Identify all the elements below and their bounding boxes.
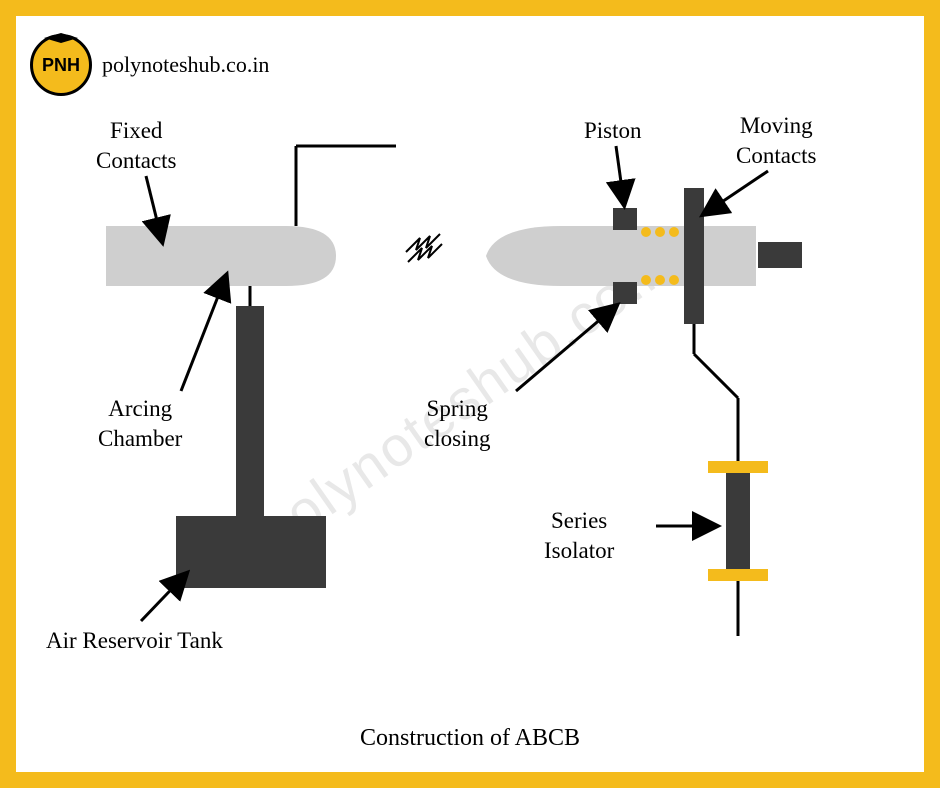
arrow-arcing-chamber [181, 276, 226, 391]
label-text: Springclosing [424, 396, 490, 451]
pedestal-base [176, 516, 326, 588]
arrow-moving-contacts [704, 171, 768, 214]
isolator-plate-top [708, 461, 768, 473]
moving-contact-shape [486, 226, 756, 286]
arrow-piston [616, 146, 624, 204]
label-spring-closing: Springclosing [424, 394, 490, 454]
label-text: SeriesIsolator [544, 508, 614, 563]
label-text: FixedContacts [96, 118, 177, 173]
label-fixed-contacts: FixedContacts [96, 116, 177, 176]
pedestal-stem [236, 306, 264, 516]
diagram-caption: Construction of ABCB [16, 725, 924, 752]
label-moving-contacts: MovingContacts [736, 111, 817, 171]
arrow-air-reservoir [141, 574, 186, 621]
spring-dot [669, 227, 679, 237]
label-series-isolator: SeriesIsolator [544, 506, 614, 566]
piston-bottom [613, 282, 637, 304]
piston-top [613, 208, 637, 230]
label-air-reservoir: Air Reservoir Tank [46, 626, 223, 656]
end-stub [758, 242, 802, 268]
label-text: ArcingChamber [98, 396, 182, 451]
spring-dot [655, 275, 665, 285]
spring-dot [655, 227, 665, 237]
moving-plate [684, 188, 704, 324]
isolator-plate-bottom [708, 569, 768, 581]
arc-spark-icon [406, 234, 442, 262]
label-arcing-chamber: ArcingChamber [98, 394, 182, 454]
isolator-stem [726, 461, 750, 581]
label-text: Air Reservoir Tank [46, 628, 223, 653]
spring-dot [669, 275, 679, 285]
label-text: MovingContacts [736, 113, 817, 168]
label-text: Piston [584, 118, 642, 143]
spring-dot [641, 227, 651, 237]
arrow-spring-closing [516, 306, 616, 391]
label-piston: Piston [584, 116, 642, 146]
right-wire-2 [694, 354, 738, 398]
diagram-frame: polynoteshub.co.in PNH polynoteshub.co.i… [0, 0, 940, 788]
fixed-contact-shape [106, 226, 336, 286]
spring-dot [641, 275, 651, 285]
